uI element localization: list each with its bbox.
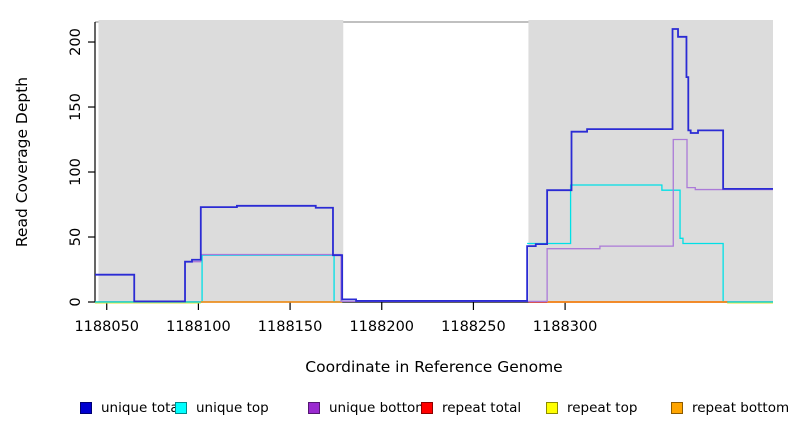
legend-swatch-unique-top: [175, 402, 187, 414]
y-tick-label: 50: [68, 228, 84, 246]
shaded-region: [528, 20, 773, 302]
x-tick-label: 1188250: [441, 319, 506, 335]
legend-item-repeat-total: repeat total: [421, 396, 521, 420]
legend-label: repeat total: [442, 400, 522, 416]
x-tick-label: 1188100: [166, 319, 231, 335]
legend-swatch-unique-total: [80, 402, 92, 414]
legend-item-repeat-bottom: repeat bottom: [671, 396, 789, 420]
x-tick-label: 1188300: [533, 319, 598, 335]
legend-item-unique-bottom: unique bottom: [308, 396, 428, 420]
coverage-chart: 1188050 1188100 1188150 1188200 1188250 11883…: [13, 20, 773, 376]
x-tick-label: 1188200: [349, 319, 414, 335]
legend-swatch-repeat-top: [546, 402, 558, 414]
x-tick-label: 1188050: [74, 319, 139, 335]
legend-item-unique-top: unique top: [175, 396, 269, 420]
x-axis-title: Coordinate in Reference Genome: [305, 358, 562, 376]
legend-item-unique-total: unique total: [80, 396, 182, 420]
legend-label: unique total: [101, 400, 183, 416]
series-line-unique-top: [527, 184, 773, 303]
y-tick-label: 150: [68, 93, 84, 121]
y-tick-label: 0: [68, 297, 84, 306]
legend-label: unique bottom: [329, 400, 429, 416]
y-axis-title: Read Coverage Depth: [13, 77, 31, 247]
legend-label: unique top: [196, 400, 269, 416]
chart-legend: unique total unique top unique bottom repea…: [0, 396, 792, 422]
legend-swatch-repeat-bottom: [671, 402, 683, 414]
shaded-region: [98, 20, 344, 302]
x-tick-label: 1188150: [258, 319, 323, 335]
legend-item-repeat-top: repeat top: [546, 396, 637, 420]
series-line-unique-bottom: [185, 138, 773, 302]
series-line-unique-total: [95, 28, 773, 303]
legend-label: repeat bottom: [692, 400, 790, 416]
y-tick-label: 200: [68, 28, 84, 56]
legend-swatch-repeat-total: [421, 402, 433, 414]
legend-swatch-unique-bottom: [308, 402, 320, 414]
legend-label: repeat top: [567, 400, 638, 416]
y-tick-label: 100: [68, 158, 84, 186]
